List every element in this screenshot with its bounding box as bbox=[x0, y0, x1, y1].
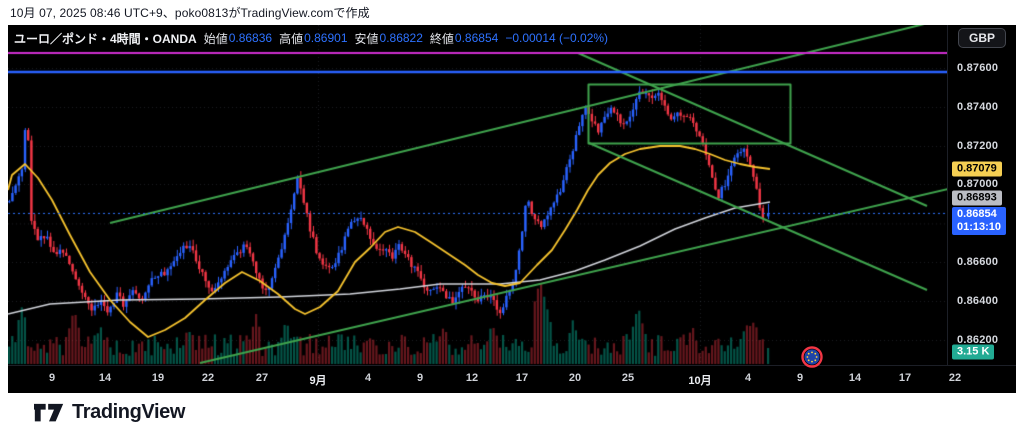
price-tick-label: 0.86600 bbox=[957, 256, 999, 268]
time-tick-label: 9月 bbox=[309, 375, 327, 387]
time-tick-label: 14 bbox=[848, 372, 862, 384]
close-value: 0.86854 bbox=[454, 31, 499, 45]
time-tick-label: 4 bbox=[364, 372, 372, 384]
price-chart[interactable]: ユーロ／ポンド・4時間・OANDA 始値 0.86836 高値 0.86901 安値… bbox=[8, 25, 1017, 393]
time-tick-label: 20 bbox=[568, 372, 582, 384]
low-value: 0.86822 bbox=[379, 31, 423, 45]
open-value: 0.86836 bbox=[228, 31, 273, 45]
symbol-legend[interactable]: ユーロ／ポンド・4時間・OANDA 始値 0.86836 高値 0.86901 安値… bbox=[14, 30, 608, 46]
volume-value-badge[interactable]: 3.15 K bbox=[952, 344, 995, 360]
time-tick-label: 19 bbox=[151, 372, 165, 384]
price-tick-label: 0.86400 bbox=[957, 295, 999, 307]
time-tick-label: 4 bbox=[744, 372, 752, 384]
price-tick-label: 0.87600 bbox=[957, 62, 999, 74]
price-tick-label: 0.87200 bbox=[957, 140, 999, 152]
low-label: 安値 bbox=[354, 31, 379, 46]
eu-economic-event-marker[interactable] bbox=[801, 346, 823, 368]
time-tick-label: 12 bbox=[465, 372, 479, 384]
symbol-title[interactable]: ユーロ／ポンド・4時間・OANDA bbox=[14, 31, 197, 46]
time-tick-label: 9 bbox=[796, 372, 804, 384]
ma-slow-value-badge[interactable]: 0.86893 bbox=[952, 190, 1002, 206]
time-tick-label: 17 bbox=[515, 372, 529, 384]
time-tick-label: 25 bbox=[621, 372, 635, 384]
price-tick-label: 0.87000 bbox=[957, 178, 999, 190]
last-price-countdown-badge[interactable]: 0.86854 01:13:10 bbox=[952, 207, 1007, 235]
price-axis[interactable]: 0.87600 0.87400 0.87200 0.87000 0.86600 0.864… bbox=[947, 25, 1017, 365]
currency-toggle-button[interactable]: GBP bbox=[957, 28, 1006, 48]
tradingview-logo[interactable]: TradingView bbox=[34, 401, 185, 424]
time-tick-label: 17 bbox=[898, 372, 912, 384]
time-tick-label: 9 bbox=[48, 372, 56, 384]
attribution-text: 10月 07, 2025 08:46 UTC+9、poko0813がTradin… bbox=[10, 6, 370, 20]
time-axis[interactable]: 9 14 19 22 27 9月 4 9 12 17 20 25 10月 4 9 14 17 22 bbox=[8, 365, 1016, 393]
price-tick-label: 0.86200 bbox=[957, 334, 999, 346]
open-label: 始値 bbox=[203, 31, 228, 46]
close-label: 終値 bbox=[429, 31, 454, 46]
high-value: 0.86901 bbox=[304, 31, 348, 45]
time-tick-label: 27 bbox=[255, 372, 269, 384]
price-tick-label: 0.87400 bbox=[957, 101, 999, 113]
time-tick-label: 22 bbox=[201, 372, 215, 384]
time-tick-label: 10月 bbox=[688, 375, 712, 387]
time-tick-label: 14 bbox=[98, 372, 112, 384]
tradingview-logo-icon bbox=[34, 403, 64, 421]
ma-fast-value-badge[interactable]: 0.87079 bbox=[952, 161, 1002, 177]
time-tick-label: 9 bbox=[416, 372, 424, 384]
high-label: 高値 bbox=[279, 31, 304, 46]
time-tick-label: 22 bbox=[948, 372, 962, 384]
change-value: −0.00014 (−0.02%) bbox=[505, 31, 609, 45]
tradingview-logo-text: TradingView bbox=[72, 401, 186, 423]
candlestick-pane[interactable] bbox=[8, 25, 947, 365]
